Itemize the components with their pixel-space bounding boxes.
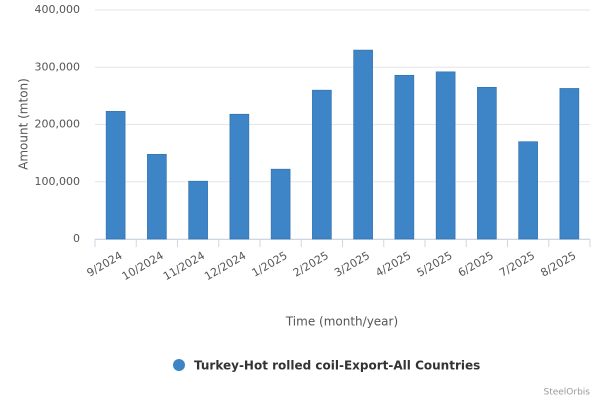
bar <box>188 180 208 240</box>
bar <box>435 71 456 240</box>
legend-symbol <box>173 359 185 371</box>
y-tick-label: 400,000 <box>35 3 81 16</box>
bar <box>312 89 332 240</box>
bar <box>559 88 580 240</box>
x-tick-label: 4/2025 <box>373 249 413 280</box>
x-tick-label: 12/2024 <box>202 249 248 283</box>
x-axis-title: Time (month/year) <box>285 315 398 329</box>
bar <box>477 86 497 240</box>
x-tick-label: 6/2025 <box>456 249 496 280</box>
bar <box>394 74 415 240</box>
bar <box>518 141 538 240</box>
x-tick-label: 2/2025 <box>291 249 331 280</box>
bar <box>270 168 291 240</box>
x-tick-label: 5/2025 <box>415 249 455 280</box>
y-tick-label: 100,000 <box>35 175 81 188</box>
x-tick-label: 7/2025 <box>497 249 537 280</box>
legend-label[interactable]: Turkey-Hot rolled coil-Export-All Countr… <box>194 359 480 373</box>
x-tick-label: 3/2025 <box>332 249 372 280</box>
x-tick-label: 11/2024 <box>161 249 207 283</box>
bar <box>353 49 373 240</box>
x-tick-label: 10/2024 <box>120 249 166 283</box>
bar <box>229 113 250 240</box>
x-tick-label: 1/2025 <box>250 249 290 280</box>
y-tick-label: 0 <box>73 232 80 245</box>
bar <box>147 153 167 240</box>
y-tick-label: 300,000 <box>35 60 81 73</box>
x-tick-label: 8/2025 <box>538 249 578 280</box>
y-tick-label: 200,000 <box>35 118 81 131</box>
credit: SteelOrbis <box>543 388 590 398</box>
bar <box>105 111 126 240</box>
x-tick-label: 9/2024 <box>85 249 125 280</box>
y-axis-title: Amount (mton) <box>17 78 31 170</box>
